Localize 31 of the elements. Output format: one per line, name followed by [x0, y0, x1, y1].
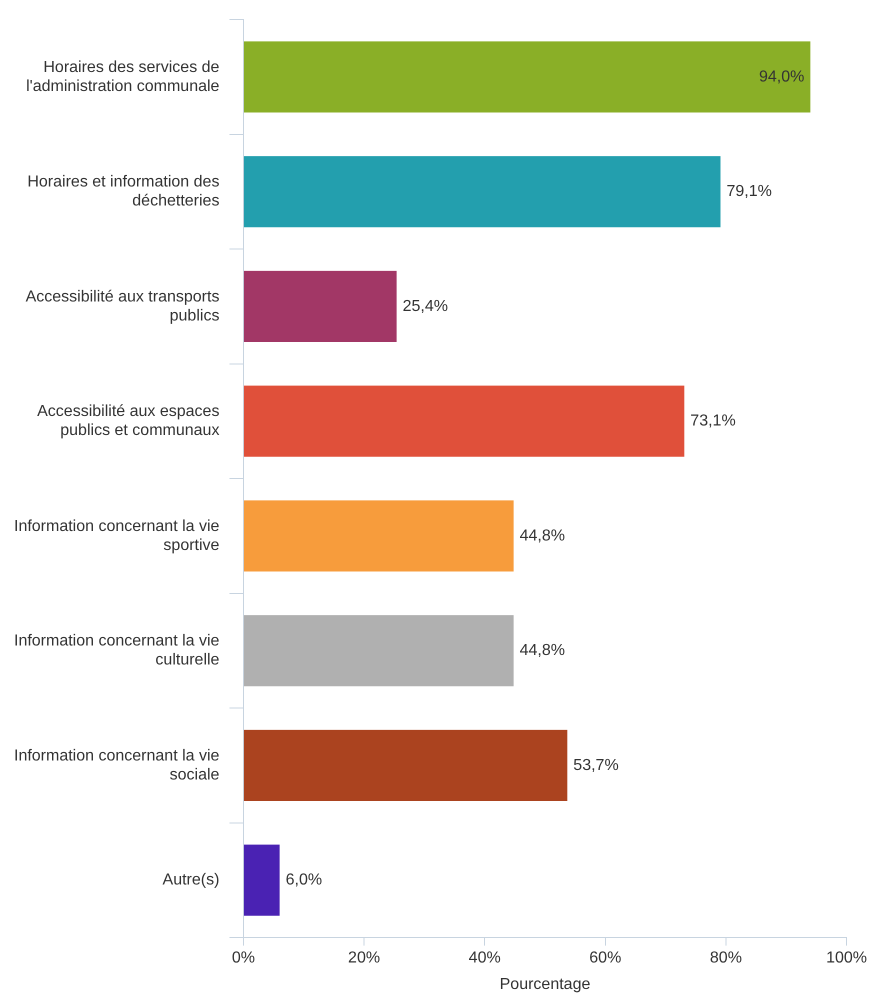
x-tick-label: 100%	[826, 950, 867, 967]
y-tick-label: Horaires et information des déchetteries	[27, 174, 220, 210]
y-tick-label: Autre(s)	[162, 872, 220, 889]
x-tick-label: 60%	[589, 950, 622, 967]
y-tick-label: Information concernant la vie culturelle	[14, 632, 220, 669]
data-label: 79,1%	[726, 183, 772, 200]
data-label: 44,8%	[520, 527, 566, 544]
bar	[244, 386, 684, 457]
x-tick-label: 20%	[348, 950, 380, 967]
data-label: 44,8%	[520, 642, 566, 660]
data-label: 25,4%	[402, 298, 448, 315]
bar	[244, 615, 514, 686]
y-tick-label: Information concernant la vie sociale	[14, 747, 220, 784]
bar	[244, 500, 514, 572]
y-tick-label: Horaires des services de l'administration communale	[26, 58, 220, 95]
data-label: 6,0%	[286, 872, 322, 889]
bar	[244, 730, 568, 802]
bar	[244, 156, 720, 228]
bar	[244, 41, 810, 113]
y-tick-label: Information concernant la vie sportive	[14, 518, 220, 554]
bar	[244, 844, 280, 916]
x-axis-title: Pourcentage	[500, 976, 590, 993]
data-label: 94,0%	[758, 68, 804, 86]
bar	[244, 270, 397, 342]
x-tick-label: 0%	[232, 950, 256, 967]
y-tick-label: Accessibilité aux transports publics	[26, 288, 220, 324]
data-label: 73,1%	[690, 412, 736, 430]
x-tick-label: 40%	[468, 950, 501, 967]
x-tick-label: 80%	[710, 950, 742, 967]
y-tick-label: Accessibilité aux espaces publics et communaux	[37, 403, 220, 440]
data-label: 53,7%	[573, 756, 619, 774]
